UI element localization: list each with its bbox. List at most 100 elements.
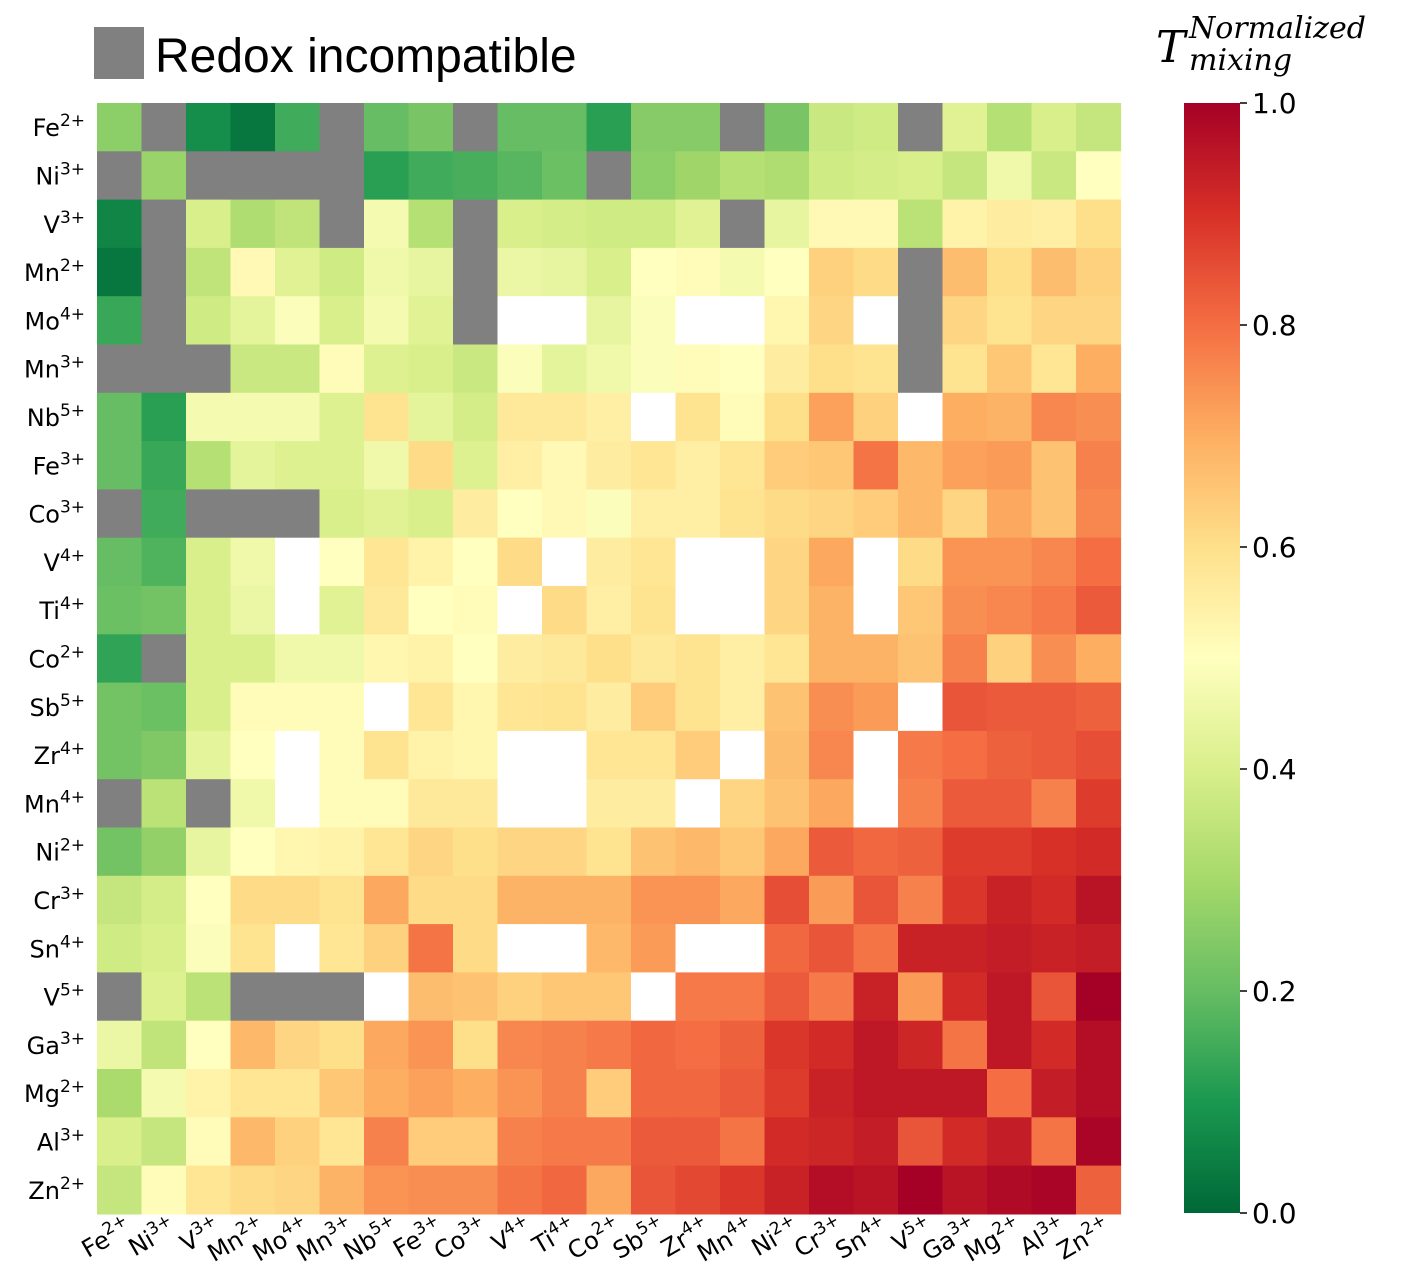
heatmap-cell xyxy=(97,779,143,829)
heatmap-cell xyxy=(141,489,187,539)
heatmap-cell xyxy=(230,344,276,394)
heatmap-cell xyxy=(809,875,855,925)
heatmap-cell xyxy=(319,441,365,490)
heatmap-cell xyxy=(319,537,365,587)
row-tick-label: Nb5+ xyxy=(27,401,85,432)
heatmap-cell xyxy=(1076,1165,1122,1215)
row-tick-label: Al3+ xyxy=(37,1125,85,1156)
heatmap-cell xyxy=(275,296,321,346)
heatmap-cell xyxy=(364,537,410,587)
heatmap-cell xyxy=(853,924,899,973)
colorbar-title-subscript: mixing xyxy=(1189,43,1292,78)
heatmap-cell xyxy=(1031,924,1077,973)
row-tick-label: Sn4+ xyxy=(29,932,85,963)
heatmap-cell xyxy=(497,1069,543,1118)
heatmap-cell xyxy=(720,1020,766,1070)
heatmap-cell xyxy=(853,875,899,925)
heatmap-cell xyxy=(942,489,988,539)
heatmap-cell xyxy=(97,875,143,925)
heatmap-cell xyxy=(97,730,143,780)
heatmap-cell xyxy=(186,1117,232,1167)
heatmap-cell xyxy=(453,634,499,684)
heatmap-cell xyxy=(408,972,454,1022)
heatmap-cell xyxy=(942,151,988,201)
legend-label: Redox incompatible xyxy=(155,30,577,83)
heatmap-cell xyxy=(631,247,677,297)
heatmap-cell xyxy=(186,344,232,394)
heatmap-cell xyxy=(987,1069,1033,1118)
heatmap-cell xyxy=(720,827,766,877)
heatmap-cell xyxy=(408,537,454,587)
heatmap-cell xyxy=(319,1165,365,1215)
heatmap-cell xyxy=(542,1117,588,1167)
column-tick-labels: Fe2+Ni3+V3+Mn2+Mo4+Mn3+Nb5+Fe3+Co3+V4+Ti… xyxy=(77,1210,1110,1267)
heatmap-cell xyxy=(853,199,899,249)
heatmap-cell xyxy=(186,730,232,780)
heatmap-cell xyxy=(764,247,810,297)
heatmap-cell xyxy=(720,537,766,587)
heatmap-cell xyxy=(542,537,588,587)
heatmap-cell xyxy=(275,730,321,780)
heatmap-cell xyxy=(586,779,632,829)
heatmap-cell xyxy=(542,296,588,346)
heatmap-cell xyxy=(497,199,543,249)
heatmap-cell xyxy=(853,779,899,829)
heatmap-cell xyxy=(853,682,899,732)
heatmap-cell xyxy=(809,1020,855,1070)
heatmap-cell xyxy=(1031,344,1077,394)
heatmap-cell xyxy=(186,537,232,587)
heatmap-cell xyxy=(275,103,321,152)
heatmap-cell xyxy=(542,924,588,973)
heatmap-cell xyxy=(275,779,321,829)
heatmap-cell xyxy=(1031,537,1077,587)
heatmap-cell xyxy=(987,1117,1033,1167)
heatmap-cell xyxy=(898,1117,944,1167)
heatmap-cell xyxy=(809,489,855,539)
heatmap-cell xyxy=(1031,682,1077,732)
heatmap-cell xyxy=(631,875,677,925)
heatmap-cell xyxy=(675,730,721,780)
heatmap-cell xyxy=(230,537,276,587)
heatmap-cell xyxy=(853,586,899,635)
heatmap-cell xyxy=(97,441,143,490)
heatmap-cell xyxy=(586,875,632,925)
heatmap-cell xyxy=(631,392,677,442)
heatmap-cell xyxy=(675,924,721,973)
heatmap-cell xyxy=(319,489,365,539)
heatmap-cell xyxy=(898,489,944,539)
heatmap-cell xyxy=(230,1117,276,1167)
heatmap-cell xyxy=(1076,1069,1122,1118)
heatmap-cell xyxy=(97,103,143,152)
heatmap-cell xyxy=(497,924,543,973)
heatmap-cell xyxy=(1031,972,1077,1022)
heatmap-cell xyxy=(319,151,365,201)
heatmap-cell xyxy=(1031,296,1077,346)
heatmap-cell xyxy=(542,392,588,442)
heatmap-cell xyxy=(542,1020,588,1070)
heatmap-cell xyxy=(230,634,276,684)
heatmap-cell xyxy=(720,586,766,635)
heatmap-cell xyxy=(586,634,632,684)
heatmap-cell xyxy=(275,1117,321,1167)
heatmap-cell xyxy=(675,634,721,684)
heatmap-cell xyxy=(97,1117,143,1167)
heatmap-cell xyxy=(364,489,410,539)
heatmap-cell xyxy=(141,924,187,973)
heatmap-cell xyxy=(764,827,810,877)
heatmap-cell xyxy=(230,392,276,442)
heatmap-cell xyxy=(141,344,187,394)
heatmap-cell xyxy=(1076,489,1122,539)
row-tick-label: Fe2+ xyxy=(33,111,85,142)
heatmap-cell xyxy=(453,827,499,877)
row-tick-label: V4+ xyxy=(44,546,85,577)
heatmap-cell xyxy=(853,1020,899,1070)
heatmap-cell xyxy=(364,682,410,732)
heatmap-cell xyxy=(942,682,988,732)
heatmap-cell xyxy=(1076,103,1122,152)
heatmap-cell xyxy=(542,586,588,635)
heatmap-cell xyxy=(497,1165,543,1215)
heatmap-cell xyxy=(942,972,988,1022)
heatmap-cell xyxy=(319,296,365,346)
heatmap-cell xyxy=(319,103,365,152)
colorbar-tick-label: 0.4 xyxy=(1252,753,1297,786)
